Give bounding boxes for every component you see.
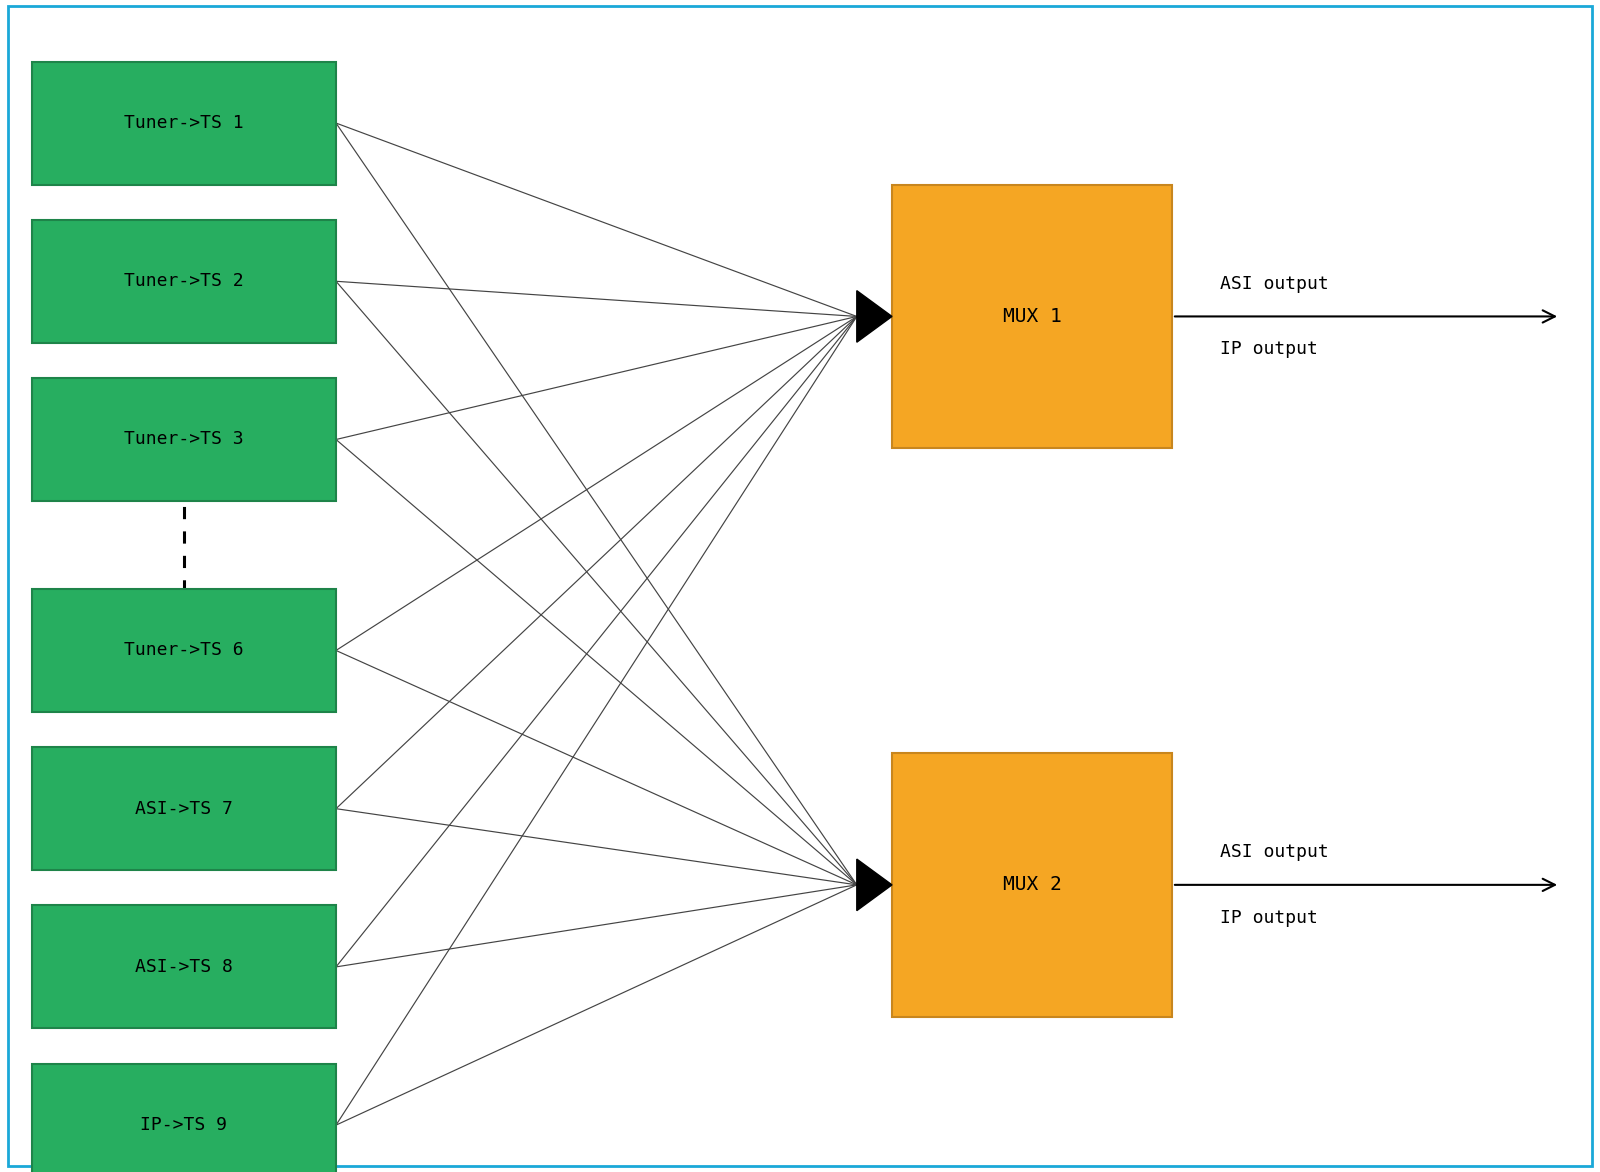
Text: ASI output: ASI output: [1221, 843, 1328, 861]
Text: Tuner->TS 6: Tuner->TS 6: [125, 641, 243, 660]
Bar: [32, 61, 336, 184]
Text: ASI->TS 8: ASI->TS 8: [134, 958, 234, 976]
Bar: [32, 748, 336, 870]
Text: Tuner->TS 2: Tuner->TS 2: [125, 272, 243, 291]
Text: IP output: IP output: [1221, 908, 1318, 927]
Polygon shape: [858, 291, 893, 342]
Text: ASI->TS 7: ASI->TS 7: [134, 799, 234, 818]
Bar: [32, 377, 336, 502]
Text: Tuner->TS 3: Tuner->TS 3: [125, 430, 243, 449]
Text: IP output: IP output: [1221, 340, 1318, 359]
Bar: [32, 1064, 336, 1172]
Text: ASI output: ASI output: [1221, 274, 1328, 293]
Bar: [893, 752, 1171, 1016]
Bar: [893, 185, 1171, 449]
Bar: [32, 905, 336, 1029]
Polygon shape: [858, 859, 893, 911]
Text: Tuner->TS 1: Tuner->TS 1: [125, 114, 243, 132]
Text: MUX 1: MUX 1: [1003, 307, 1061, 326]
Bar: [32, 220, 336, 342]
Text: MUX 2: MUX 2: [1003, 875, 1061, 894]
Bar: [32, 590, 336, 711]
Text: IP->TS 9: IP->TS 9: [141, 1116, 227, 1134]
